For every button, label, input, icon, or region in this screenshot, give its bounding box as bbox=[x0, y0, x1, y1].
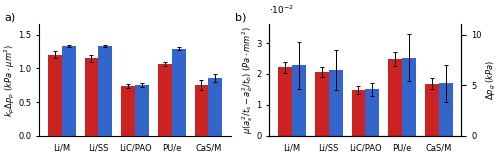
Bar bbox=[278, 67, 292, 136]
Bar bbox=[62, 46, 76, 136]
Y-axis label: $\Delta p_g$ ($kPa$): $\Delta p_g$ ($kPa$) bbox=[484, 60, 498, 100]
Bar bbox=[135, 85, 149, 136]
Text: a): a) bbox=[4, 12, 16, 22]
Bar bbox=[438, 83, 452, 136]
Bar bbox=[48, 55, 62, 136]
Bar bbox=[352, 90, 366, 136]
Bar bbox=[366, 89, 380, 136]
Bar bbox=[425, 84, 438, 136]
Text: $\cdot10^{-2}$: $\cdot10^{-2}$ bbox=[270, 3, 294, 16]
Y-axis label: $k_p\Delta p_p$ ($kPa\cdot\mu m^2$): $k_p\Delta p_p$ ($kPa\cdot\mu m^2$) bbox=[2, 44, 17, 117]
Bar bbox=[329, 70, 342, 136]
Bar bbox=[292, 65, 306, 136]
Bar bbox=[98, 46, 112, 136]
Bar bbox=[402, 58, 416, 136]
Bar bbox=[194, 85, 208, 136]
Bar bbox=[388, 59, 402, 136]
Bar bbox=[208, 78, 222, 136]
Bar bbox=[121, 86, 135, 136]
Bar bbox=[172, 49, 186, 136]
Bar bbox=[84, 58, 98, 136]
Bar bbox=[158, 64, 172, 136]
Y-axis label: $\mu(a_s^2/t_s - a_b^2/t_b)$ ($Pa\cdot mm^2$): $\mu(a_s^2/t_s - a_b^2/t_b)$ ($Pa\cdot m… bbox=[240, 26, 255, 134]
Text: b): b) bbox=[235, 12, 246, 22]
Bar bbox=[315, 72, 329, 136]
